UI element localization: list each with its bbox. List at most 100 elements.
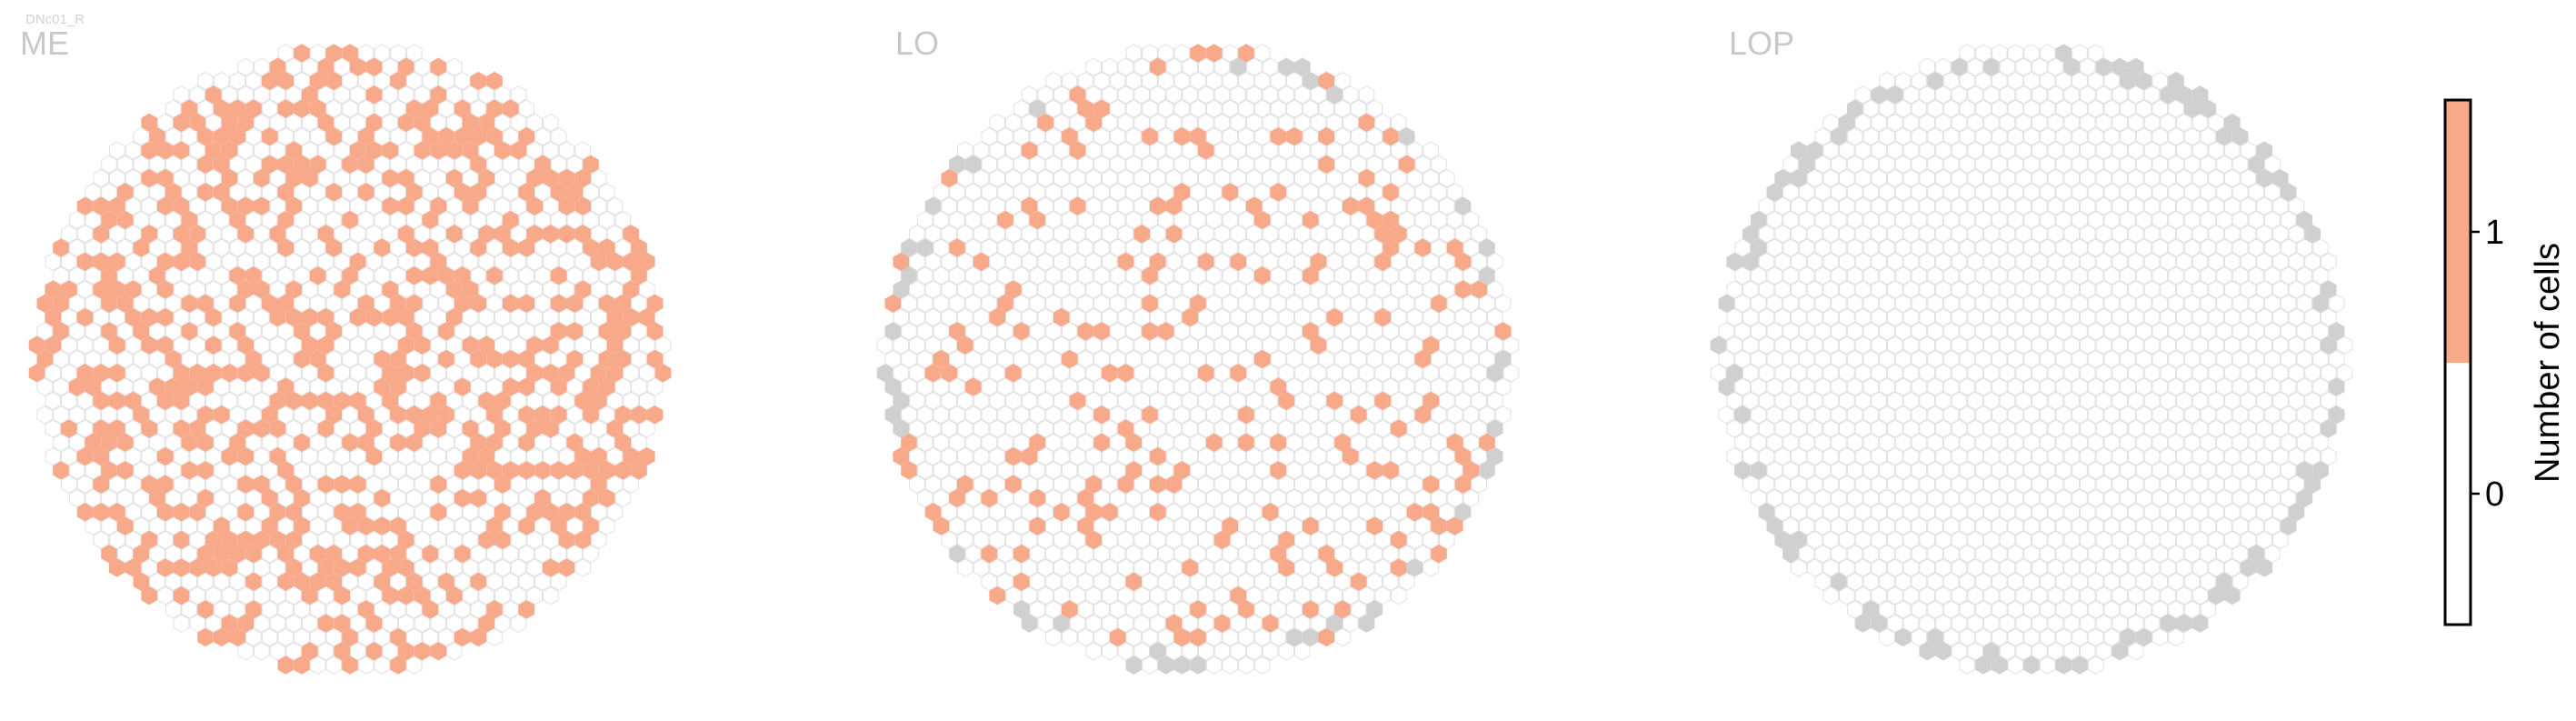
hex-cell <box>2232 238 2249 257</box>
hex-cell <box>1862 127 1880 146</box>
hex-cell <box>2128 252 2144 272</box>
hex-cell <box>901 238 917 257</box>
hex-cell <box>1406 280 1423 299</box>
hex-cell <box>325 627 343 647</box>
hex-cell <box>1358 196 1375 215</box>
hex-cell <box>430 196 446 215</box>
hex-cell <box>1045 461 1062 480</box>
hex-cell <box>2216 266 2232 285</box>
hex-cell <box>1887 307 1903 327</box>
hex-cell <box>558 475 575 494</box>
hex-cell <box>2216 516 2232 536</box>
hex-cell <box>45 364 61 383</box>
hex-cell <box>1391 196 1407 215</box>
hex-cell <box>1133 419 1150 438</box>
hex-cell <box>1902 85 1920 105</box>
hex-cell <box>486 238 503 257</box>
hex-cell <box>1133 586 1150 606</box>
hex-cell <box>1423 530 1439 550</box>
hex-cell <box>1294 530 1311 550</box>
hex-cell <box>1157 461 1174 480</box>
hex-cell <box>1093 183 1110 202</box>
hex-cell <box>1278 503 1294 522</box>
hex-cell <box>1983 85 2000 105</box>
hex-cell <box>1117 364 1134 383</box>
hex-cell <box>1366 377 1383 396</box>
hex-cell <box>1806 475 1823 494</box>
hex-cell <box>294 572 310 591</box>
hex-cell <box>1791 475 1807 494</box>
hex-cell <box>2039 627 2056 647</box>
hex-cell <box>1294 280 1311 299</box>
hex-cell <box>924 391 942 411</box>
hex-cell <box>2248 238 2265 257</box>
hex-cell <box>1463 238 1480 257</box>
hex-cell <box>2095 419 2112 438</box>
hex-cell <box>1406 196 1423 215</box>
hex-cell <box>261 572 278 591</box>
hex-cell <box>213 155 230 174</box>
hex-cell <box>957 252 973 272</box>
hex-cell <box>598 294 615 313</box>
hex-cell <box>1165 225 1183 244</box>
hex-cell <box>365 113 383 133</box>
hex-cell <box>1911 210 1928 230</box>
hex-cell <box>1959 656 1976 675</box>
hex-cell <box>1839 503 1855 522</box>
hex-cell <box>1270 377 1287 396</box>
hex-cell <box>1358 614 1375 633</box>
hex-cell <box>1318 294 1335 313</box>
hex-cell <box>2256 168 2272 188</box>
hex-cell <box>1391 503 1407 522</box>
hex-cell <box>1173 294 1191 313</box>
hex-cell <box>1942 127 1960 146</box>
hex-cell <box>1959 127 1976 146</box>
hex-cell <box>1951 280 1968 299</box>
hex-cell <box>1334 294 1351 313</box>
hex-cell <box>1205 238 1223 257</box>
hex-cell <box>1190 127 1206 146</box>
hex-cell <box>181 516 198 536</box>
hex-cell <box>2015 530 2032 550</box>
hex-cell <box>1061 71 1078 91</box>
hex-cell <box>1021 252 1038 272</box>
hex-cell <box>1887 419 1903 438</box>
hex-cell <box>189 168 205 188</box>
hex-cell <box>646 349 664 369</box>
hex-cell <box>68 294 85 313</box>
hex-cell <box>245 406 262 425</box>
hex-cell <box>1013 377 1030 396</box>
hex-cell <box>1398 294 1415 313</box>
hex-cell <box>2160 141 2176 160</box>
hex-cell <box>933 183 950 202</box>
hex-cell <box>1814 461 1832 480</box>
hex-cell <box>1911 433 1928 452</box>
hex-cell <box>486 377 503 396</box>
hex-cell <box>334 113 350 133</box>
hex-cell <box>213 127 230 146</box>
hex-cell <box>1431 238 1447 257</box>
hex-cell <box>149 210 165 230</box>
hex-cell <box>125 225 142 244</box>
hex-cell <box>543 503 559 522</box>
hex-cell <box>382 614 398 633</box>
hex-cell <box>325 516 343 536</box>
hex-cell <box>1919 335 1935 355</box>
hex-cell <box>125 168 142 188</box>
hex-cell <box>1013 600 1030 619</box>
hex-cell <box>1831 488 1847 508</box>
hex-cell <box>334 503 350 522</box>
hex-cell <box>422 127 439 146</box>
hex-cell <box>997 461 1013 480</box>
hex-cell <box>189 113 205 133</box>
hex-cell <box>2095 530 2112 550</box>
hex-cell <box>365 252 383 272</box>
hex-cell <box>1326 558 1343 577</box>
hex-cell <box>1205 433 1223 452</box>
hex-cell <box>1951 141 1968 160</box>
hex-cell <box>149 294 165 313</box>
hex-cell <box>1446 183 1463 202</box>
hex-cell <box>2112 252 2128 272</box>
hex-cell <box>446 280 463 299</box>
hex-cell <box>294 461 310 480</box>
